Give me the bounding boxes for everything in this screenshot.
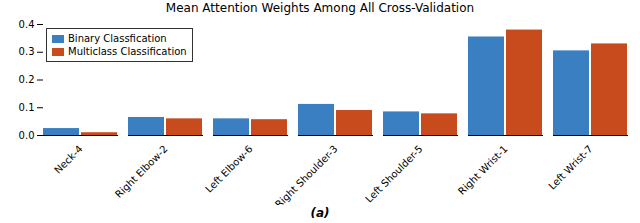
svg-text:Right Elbow-2: Right Elbow-2 — [113, 143, 170, 200]
svg-text:0.0: 0.0 — [19, 130, 35, 141]
svg-text:Left Wrist-7: Left Wrist-7 — [546, 143, 594, 191]
html-text:Mean Attention Weights Among A: Mean Attention Weights Among All Cross-V… — [165, 1, 475, 15]
html-text:Binary Classfication: Binary Classfication — [68, 33, 167, 44]
html-text:Multiclass Classification: Multiclass Classification — [68, 46, 187, 57]
svg-text:Neck-4: Neck-4 — [52, 143, 84, 175]
svg-text:0.3: 0.3 — [19, 46, 35, 57]
svg-text:Left Elbow-6: Left Elbow-6 — [203, 143, 254, 194]
html-text:(a): (a) — [310, 206, 330, 220]
svg-text:Right Shoulder-3: Right Shoulder-3 — [273, 143, 340, 205]
svg-text:0.2: 0.2 — [19, 74, 35, 85]
svg-text:Left Shoulder-5: Left Shoulder-5 — [363, 143, 424, 204]
svg-text:0.4: 0.4 — [19, 19, 35, 30]
svg-text:Right Wrist-1: Right Wrist-1 — [456, 143, 510, 197]
svg-text:0.1: 0.1 — [19, 102, 35, 113]
